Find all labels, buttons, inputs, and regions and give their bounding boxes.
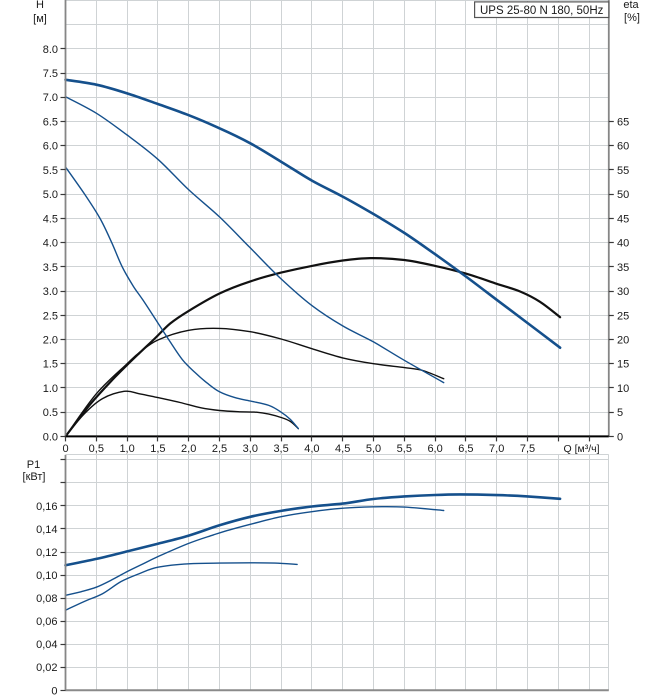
svg-text:0,14: 0,14: [36, 524, 57, 536]
svg-text:0,02: 0,02: [36, 662, 57, 674]
svg-text:5.0: 5.0: [43, 189, 58, 201]
svg-text:[кВт]: [кВт]: [23, 471, 46, 483]
svg-text:2,5: 2,5: [212, 443, 227, 455]
svg-text:4.0: 4.0: [43, 238, 58, 250]
svg-text:6,0: 6,0: [427, 443, 442, 455]
svg-text:3.5: 3.5: [43, 262, 58, 274]
svg-text:55: 55: [617, 165, 629, 177]
svg-text:P1: P1: [27, 459, 40, 471]
svg-text:7.5: 7.5: [43, 68, 58, 80]
svg-text:0,12: 0,12: [36, 547, 57, 559]
svg-text:65: 65: [617, 117, 629, 129]
svg-text:35: 35: [617, 262, 629, 274]
svg-text:1.0: 1.0: [43, 383, 58, 395]
svg-text:2,0: 2,0: [181, 443, 196, 455]
svg-text:H: H: [36, 0, 44, 11]
svg-text:0,10: 0,10: [36, 570, 57, 582]
svg-text:5.5: 5.5: [43, 165, 58, 177]
svg-text:0: 0: [617, 431, 623, 443]
svg-text:6.5: 6.5: [43, 117, 58, 129]
svg-text:5,0: 5,0: [366, 443, 381, 455]
svg-text:5,5: 5,5: [397, 443, 412, 455]
svg-text:6,5: 6,5: [458, 443, 473, 455]
svg-text:50: 50: [617, 189, 629, 201]
svg-text:2.5: 2.5: [43, 310, 58, 322]
svg-text:UPS 25-80 N 180, 50Hz: UPS 25-80 N 180, 50Hz: [480, 5, 604, 17]
svg-text:Q [м³/ч]: Q [м³/ч]: [563, 443, 599, 455]
svg-text:15: 15: [617, 359, 629, 371]
svg-text:40: 40: [617, 238, 629, 250]
svg-text:[%]: [%]: [624, 12, 640, 24]
svg-text:0,08: 0,08: [36, 593, 57, 605]
svg-text:10: 10: [617, 383, 629, 395]
svg-text:3.0: 3.0: [43, 286, 58, 298]
svg-text:0: 0: [62, 443, 68, 455]
svg-text:[м]: [м]: [33, 13, 47, 25]
svg-text:4.5: 4.5: [43, 213, 58, 225]
svg-text:7,0: 7,0: [489, 443, 504, 455]
svg-text:0.5: 0.5: [43, 407, 58, 419]
svg-text:7.0: 7.0: [43, 92, 58, 104]
svg-text:30: 30: [617, 286, 629, 298]
svg-text:3,5: 3,5: [273, 443, 288, 455]
svg-text:4,5: 4,5: [335, 443, 350, 455]
svg-text:0,06: 0,06: [36, 616, 57, 628]
svg-text:4,0: 4,0: [304, 443, 319, 455]
svg-text:2.0: 2.0: [43, 335, 58, 347]
svg-text:1,5: 1,5: [150, 443, 165, 455]
svg-text:8.0: 8.0: [43, 44, 58, 56]
svg-text:1.5: 1.5: [43, 359, 58, 371]
svg-text:0.0: 0.0: [43, 431, 58, 443]
svg-text:eta: eta: [623, 0, 639, 11]
svg-text:25: 25: [617, 310, 629, 322]
svg-text:6.0: 6.0: [43, 141, 58, 153]
svg-text:7,5: 7,5: [520, 443, 535, 455]
svg-text:45: 45: [617, 213, 629, 225]
svg-text:0: 0: [51, 685, 57, 697]
svg-text:20: 20: [617, 335, 629, 347]
svg-text:60: 60: [617, 141, 629, 153]
svg-text:5: 5: [617, 407, 623, 419]
svg-text:1,0: 1,0: [119, 443, 134, 455]
svg-text:0,04: 0,04: [36, 639, 57, 651]
svg-text:0,5: 0,5: [89, 443, 104, 455]
svg-text:3,0: 3,0: [243, 443, 258, 455]
svg-text:0,16: 0,16: [36, 501, 57, 513]
